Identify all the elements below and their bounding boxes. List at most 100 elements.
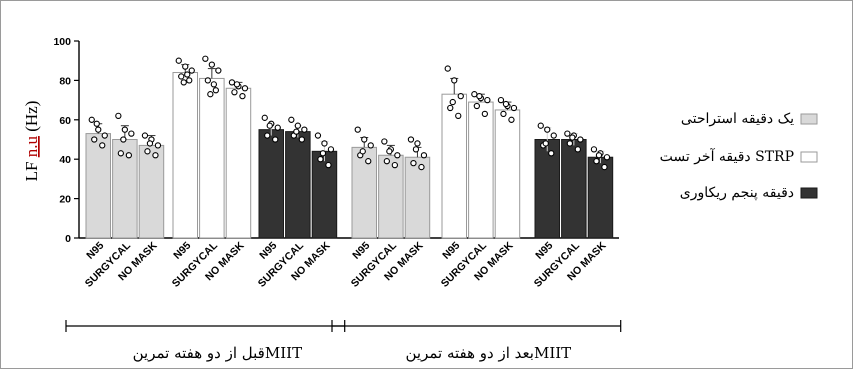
legend-swatch <box>800 187 818 199</box>
data-point <box>418 163 425 171</box>
data-point <box>471 91 478 98</box>
y-tick-label: 20 <box>59 194 71 206</box>
x-tick-label: N95 <box>84 240 106 262</box>
data-point <box>457 93 464 100</box>
data-point <box>298 136 305 143</box>
bar <box>534 139 560 239</box>
bar <box>468 101 494 239</box>
data-point <box>215 67 222 74</box>
data-point <box>502 100 510 108</box>
data-point <box>451 77 458 84</box>
data-point <box>288 116 295 123</box>
bar <box>199 77 225 239</box>
data-point <box>473 102 480 110</box>
data-point <box>325 161 332 169</box>
data-point <box>412 146 420 153</box>
bar <box>494 109 521 239</box>
x-tick-label: N95 <box>171 240 193 262</box>
data-point <box>231 89 238 96</box>
data-point <box>593 158 600 165</box>
legend-swatch <box>800 151 818 163</box>
y-tick-label: 60 <box>59 115 71 127</box>
bar <box>404 156 431 239</box>
data-point <box>321 140 328 147</box>
data-point <box>444 65 451 72</box>
data-point <box>497 96 505 104</box>
data-point <box>510 104 518 112</box>
data-point <box>125 152 132 159</box>
bar <box>441 93 467 239</box>
data-point <box>272 136 279 143</box>
x-tick-label: N95 <box>257 240 279 262</box>
data-point <box>354 126 361 133</box>
data-point <box>410 159 417 167</box>
data-point <box>95 126 102 133</box>
data-point <box>301 126 308 133</box>
data-point <box>481 110 488 118</box>
data-point <box>204 77 211 84</box>
data-point <box>274 124 281 131</box>
group-label: بعد از دو هفته تمرینMIIT <box>405 344 571 362</box>
data-point <box>365 158 372 165</box>
data-point <box>152 152 159 159</box>
data-point <box>361 136 368 143</box>
x-tick-label: N95 <box>440 240 462 262</box>
data-point <box>233 81 241 88</box>
data-point <box>228 79 236 86</box>
y-axis-label-text: LF <box>22 157 41 181</box>
data-point <box>101 132 108 139</box>
data-point <box>420 152 428 159</box>
data-point <box>241 85 249 92</box>
data-point <box>184 71 191 78</box>
x-tick-label: N95 <box>350 240 372 262</box>
data-point <box>141 132 149 139</box>
data-point <box>383 158 390 165</box>
group-label: قبل از دو هفته تمرینMIIT <box>133 344 302 362</box>
legend-label: یک دقیقه استراحتی <box>681 111 794 127</box>
bar <box>85 133 111 239</box>
data-point <box>548 150 555 157</box>
bar <box>378 154 404 239</box>
data-point <box>144 148 151 155</box>
data-point <box>188 67 195 74</box>
data-point <box>180 79 187 86</box>
data-point <box>476 93 483 100</box>
data-point <box>449 98 456 106</box>
data-point <box>455 112 462 120</box>
data-point <box>574 146 581 153</box>
y-tick-label: 100 <box>53 36 71 48</box>
data-point <box>175 57 182 64</box>
data-point <box>550 132 557 139</box>
bar <box>285 131 311 239</box>
data-point <box>294 122 301 129</box>
y-tick-label: 40 <box>59 154 71 166</box>
data-point <box>319 150 327 157</box>
legend-label: دقیقه پنجم ریکاوری <box>680 185 794 201</box>
data-point <box>146 140 154 147</box>
data-point <box>186 77 193 84</box>
data-point <box>542 140 549 147</box>
data-point <box>264 132 271 139</box>
data-point <box>202 55 209 62</box>
data-point <box>239 93 246 100</box>
data-point <box>210 81 217 88</box>
data-point <box>601 163 608 171</box>
y-axis-label-text: (Hz) <box>22 101 41 136</box>
legend-label: دقیقه آخر تست STRP <box>660 147 794 165</box>
data-point <box>99 142 106 149</box>
bar <box>172 72 198 239</box>
data-point <box>577 136 584 143</box>
data-point <box>327 146 335 153</box>
data-point <box>359 148 366 155</box>
data-point <box>407 136 415 143</box>
y-tick-label: 80 <box>59 75 71 87</box>
data-point <box>128 130 135 137</box>
bar <box>112 139 138 239</box>
data-point <box>566 140 573 147</box>
bar <box>587 156 614 239</box>
data-point <box>117 150 124 157</box>
data-point <box>154 142 162 149</box>
data-point <box>414 140 421 147</box>
data-point <box>266 122 273 129</box>
